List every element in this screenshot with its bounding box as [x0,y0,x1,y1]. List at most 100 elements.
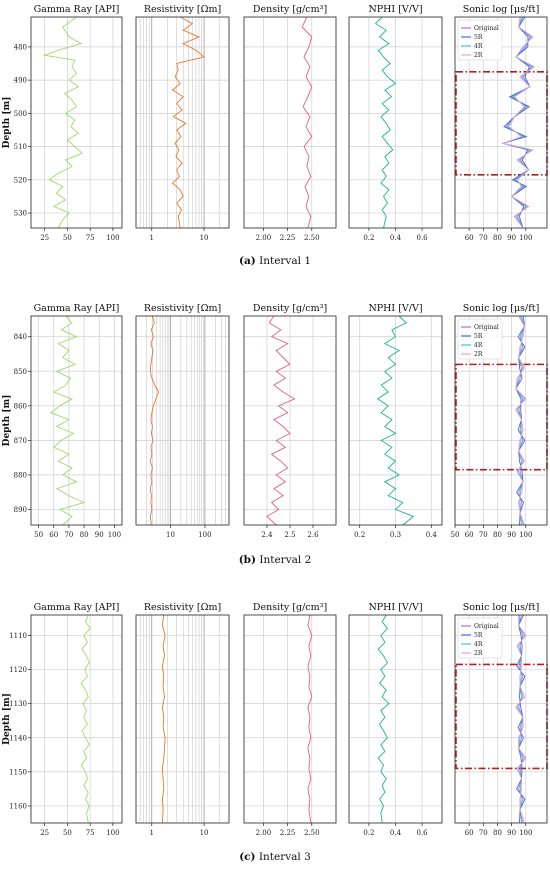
track-title: Sonic log [μs/ft] [463,602,540,613]
x-tick-label: 80 [493,234,502,242]
x-tick-label: 60 [465,234,474,242]
track-title: NPHI [V/V] [368,303,422,314]
x-tick-label: 80 [493,531,502,539]
x-tick-label: 0.6 [417,234,429,242]
caption-prefix: (c) [239,851,255,863]
track-title: Resistivity [Ωm] [144,303,221,314]
track-frame [454,614,548,824]
log-trace-line [49,315,86,526]
panel-3: 25 50 75 100 Gamma Ray [API] 1 10 Resistivity [… [2,602,548,863]
x-tick-label: 2.6 [307,531,319,539]
x-tick-label: 90 [507,829,516,837]
track-frame [454,315,548,526]
legend-label: 4R [474,641,483,648]
depth-tick-label: 1140 [9,734,27,742]
series-line-original [501,16,533,229]
x-tick-label: 2.25 [280,234,296,242]
x-tick-label: 2.50 [304,829,320,837]
depth-tick-label: 480 [14,43,27,51]
x-tick-label: 0.2 [363,829,374,837]
x-tick-label: 60 [465,829,474,837]
legend: Original 5R 4R 2R [457,19,503,61]
track-frame [243,16,337,229]
caption-text: Interval 1 [256,255,311,267]
x-tick-label: 0.4 [426,531,438,539]
track-3: 2.00 2.25 2.50 Density [g/cm³] [243,602,337,837]
panel-caption: (a) Interval 1 [239,255,311,267]
track-title: Gamma Ray [API] [34,4,120,15]
depth-tick-label: 1150 [9,768,27,776]
x-tick-label: 10 [200,829,209,837]
x-tick-label: 1 [150,234,154,242]
track-title: Resistivity [Ωm] [144,602,221,613]
depth-tick-label: 890 [14,506,27,514]
log-trace-line [301,16,313,229]
track-4: 0.2 0.3 0.4 NPHI [V/V] [348,303,443,539]
x-tick-label: 2.5 [284,531,295,539]
x-tick-label: 60 [49,531,58,539]
x-tick-label: 50 [63,234,72,242]
x-tick-label: 10 [200,234,209,242]
track-2: 1 10 Resistivity [Ωm] [135,602,230,837]
log-trace-line [149,315,159,526]
legend-box [457,318,503,360]
legend-label: Original [474,324,499,331]
x-tick-label: 25 [40,829,49,837]
x-tick-label: 70 [64,531,73,539]
track-2: 10 100 Resistivity [Ωm] [135,303,230,539]
legend-label: 5R [474,333,483,340]
track-5: Original 5R 4R 2R 60 70 80 90 100 Sonic log [μs/f… [454,4,548,242]
depth-tick-label: 1160 [9,802,27,810]
caption-prefix: (a) [239,255,256,267]
track-frame [135,16,230,229]
depth-tick-label: 850 [14,368,27,376]
track-1: 50 60 70 80 90 100 Gamma Ray [API] [30,303,123,539]
track-frame [135,315,230,526]
series-line-2r [515,315,527,526]
track-title: Sonic log [μs/ft] [463,303,540,314]
legend-label: 4R [474,342,483,349]
x-tick-label: 75 [86,234,95,242]
track-title: Gamma Ray [API] [34,303,120,314]
log-trace-line [171,16,205,229]
track-2: 1 10 Resistivity [Ωm] [135,4,230,242]
x-tick-label: 90 [95,531,104,539]
caption-text: Interval 2 [256,554,311,566]
x-tick-label: 75 [86,829,95,837]
depth-tick-label: 510 [14,143,27,151]
x-tick-label: 80 [80,531,89,539]
depth-tick-label: 500 [14,110,27,118]
series-line-4r [501,16,534,229]
x-tick-label: 100 [519,829,532,837]
x-tick-label: 0.2 [354,531,365,539]
legend-label: Original [474,25,499,32]
legend-label: 2R [474,52,483,59]
highlight-interval-box [455,71,548,176]
track-title: Resistivity [Ωm] [144,4,221,15]
x-tick-label: 60 [465,531,474,539]
x-tick-label: 0.2 [363,234,374,242]
track-title: NPHI [V/V] [368,4,422,15]
depth-tick-label: 860 [14,402,27,410]
panel-caption: (c) Interval 3 [239,851,311,863]
x-tick-label: 10 [166,531,175,539]
track-frame [454,16,548,229]
y-axis-label: Depth [m] [2,693,12,745]
highlight-interval-box [455,663,548,770]
legend-label: 5R [474,632,483,639]
depth-tick-label: 1110 [9,632,27,640]
track-3: 2.00 2.25 2.50 Density [g/cm³] [243,4,337,242]
x-tick-label: 2.00 [256,829,272,837]
y-axis-label: Depth [m] [2,395,12,447]
log-trace-line [42,16,83,229]
x-tick-label: 100 [106,234,119,242]
x-tick-label: 2.25 [280,829,296,837]
depth-tick-label: 870 [14,437,27,445]
depth-tick-label: 1120 [9,666,27,674]
depth-tick-label: 840 [14,333,27,341]
legend-label: 4R [474,43,483,50]
track-title: Density [g/cm³] [253,602,327,613]
x-tick-label: 25 [40,234,49,242]
